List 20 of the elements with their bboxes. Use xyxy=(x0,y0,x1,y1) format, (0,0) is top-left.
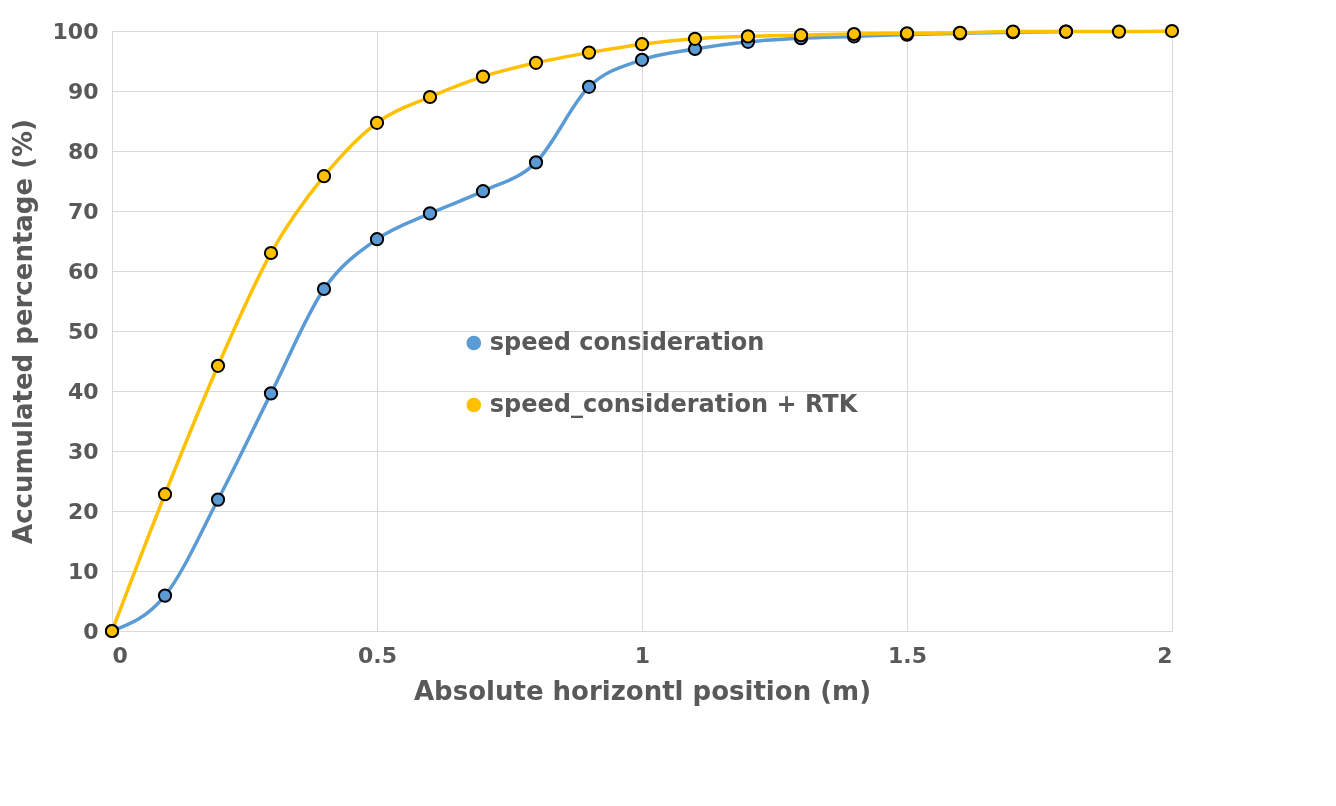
y-tick-label: 70 xyxy=(67,198,99,224)
x-tick-label: 0.5 xyxy=(358,642,397,668)
x-tick-label: 2 xyxy=(1157,642,1173,668)
x-tick-label: 0 xyxy=(112,642,128,668)
y-tick-label: 50 xyxy=(67,318,99,344)
y-tick-label: 100 xyxy=(52,18,99,44)
y-tick-label: 90 xyxy=(67,78,99,104)
y-tick-label: 40 xyxy=(67,378,99,404)
y-tick-label: 30 xyxy=(67,438,99,464)
x-tick-label: 1.5 xyxy=(888,642,927,668)
legend-label: speed consideration xyxy=(489,328,765,356)
x-axis-title: Absolute horizontl position (m) xyxy=(413,675,872,706)
y-tick-label: 10 xyxy=(67,558,99,584)
x-tick-label: 1 xyxy=(634,642,651,668)
y-tick-label: 60 xyxy=(67,258,99,284)
y-tick-label: 20 xyxy=(67,498,99,524)
y-tick-label: 80 xyxy=(67,138,99,164)
y-axis-title: Accumulated percentage (%) xyxy=(7,119,38,544)
y-tick-label: 0 xyxy=(83,618,99,644)
legend-label: speed_consideration + RTK xyxy=(489,390,859,418)
